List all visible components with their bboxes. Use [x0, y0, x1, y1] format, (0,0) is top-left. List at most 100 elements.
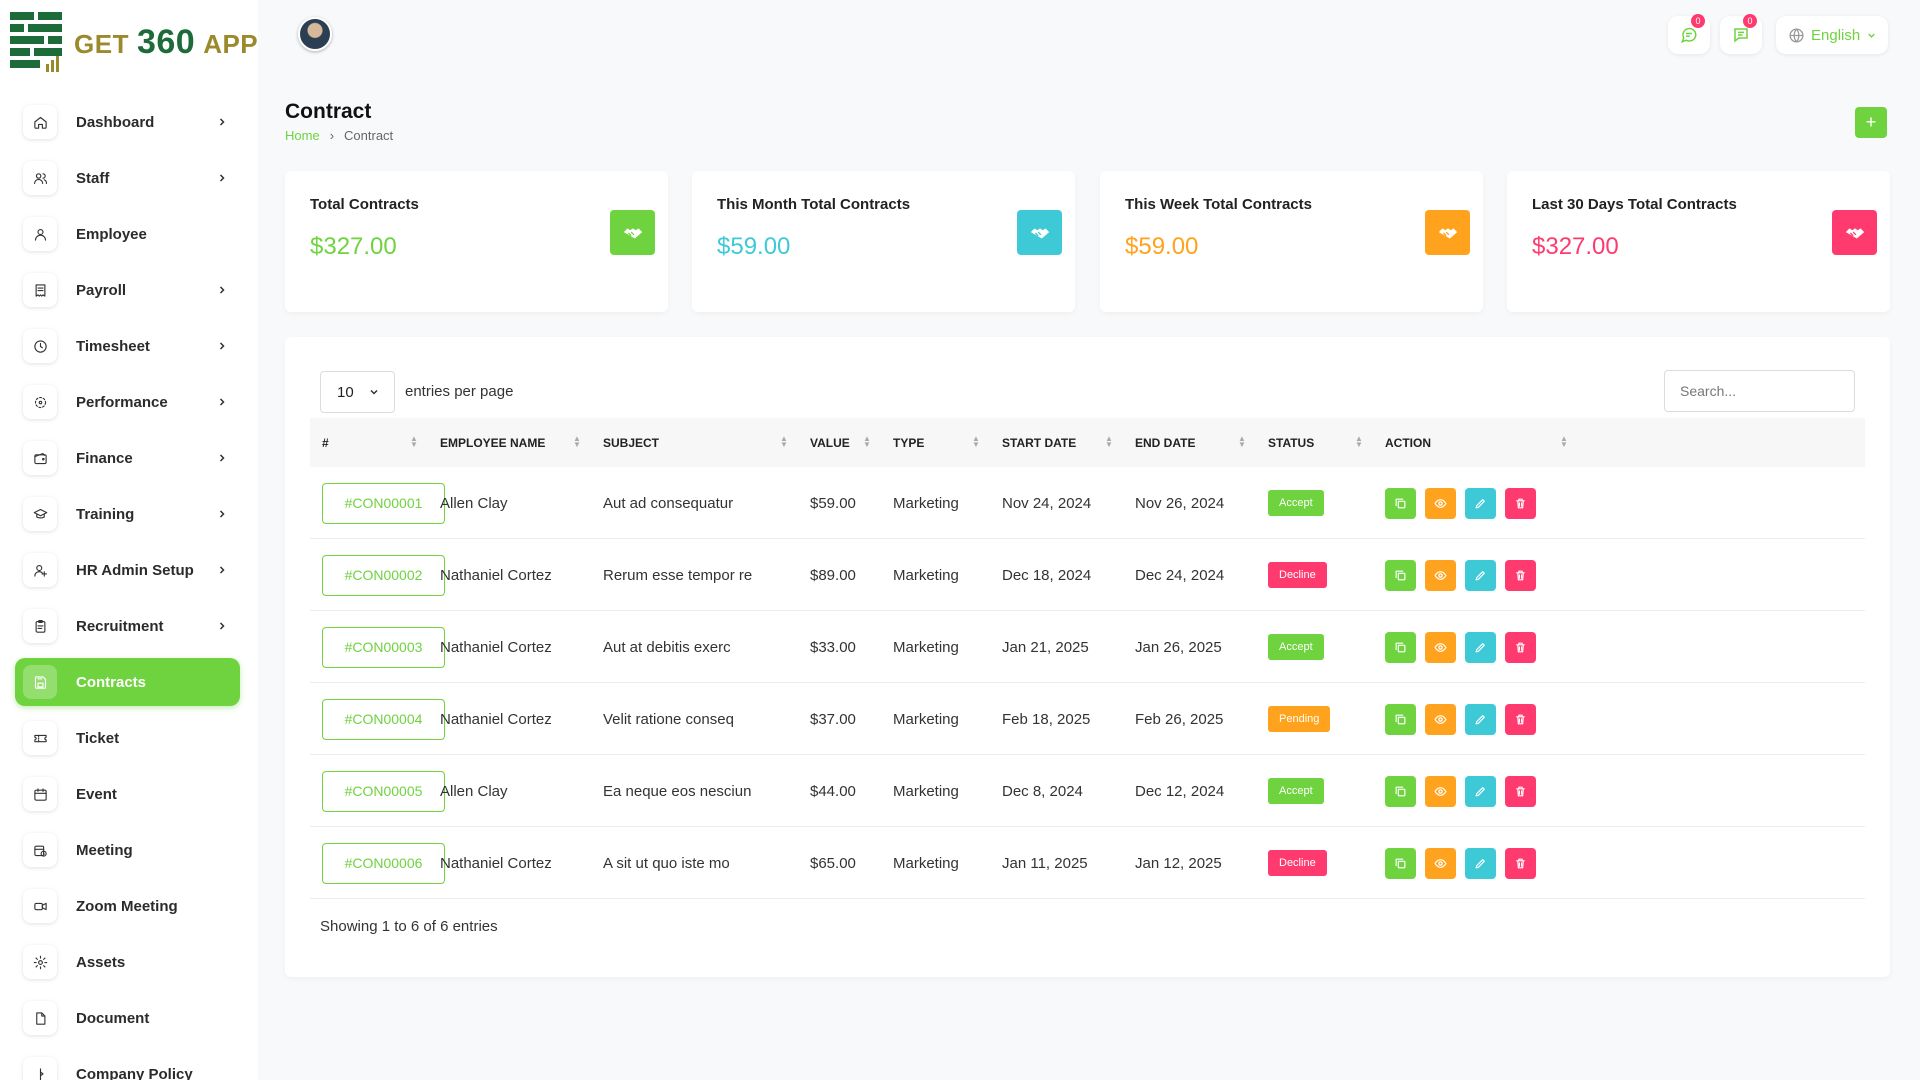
- sidebar-item-timesheet[interactable]: Timesheet: [15, 322, 240, 370]
- delete-button[interactable]: [1505, 631, 1536, 663]
- sidebar-item-label: Ticket: [76, 729, 120, 747]
- delete-button[interactable]: [1505, 703, 1536, 735]
- sidebar-item-finance[interactable]: Finance: [15, 434, 240, 482]
- sort-icon[interactable]: ▲ ▼: [1238, 434, 1246, 449]
- sidebar-item-event[interactable]: Event: [15, 770, 240, 818]
- sidebar-item-ticket[interactable]: Ticket: [15, 714, 240, 762]
- eye-icon: [1434, 786, 1447, 796]
- user-avatar[interactable]: [298, 17, 332, 51]
- delete-button[interactable]: [1505, 559, 1536, 591]
- breadcrumb-home-link[interactable]: Home: [285, 128, 320, 143]
- add-contract-button[interactable]: +: [1855, 107, 1887, 138]
- sidebar-item-assets[interactable]: Assets: [15, 938, 240, 986]
- language-selector[interactable]: English: [1776, 16, 1888, 54]
- sidebar-item-company-policy[interactable]: Company Policy: [15, 1050, 240, 1080]
- column-header[interactable]: EMPLOYEE NAME: [440, 435, 546, 450]
- pencil-icon: [1475, 858, 1485, 868]
- sort-icon[interactable]: ▲ ▼: [1355, 434, 1363, 449]
- column-header[interactable]: SUBJECT: [603, 435, 660, 450]
- duplicate-button[interactable]: [1385, 847, 1416, 879]
- search-input[interactable]: [1664, 370, 1855, 412]
- user-plus-icon: [33, 564, 47, 577]
- sidebar-item-recruitment[interactable]: Recruitment: [15, 602, 240, 650]
- contract-id-button[interactable]: #CON00005: [322, 770, 445, 812]
- employee-name-cell: Nathaniel Cortez: [440, 710, 552, 728]
- sidebar-item-performance[interactable]: Performance: [15, 378, 240, 426]
- edit-button[interactable]: [1465, 631, 1496, 663]
- view-button[interactable]: [1425, 487, 1456, 519]
- sidebar-icon-wrap: [23, 273, 57, 307]
- duplicate-button[interactable]: [1385, 703, 1416, 735]
- sort-icon[interactable]: ▲ ▼: [573, 434, 581, 449]
- column-header[interactable]: STATUS: [1268, 435, 1315, 450]
- contract-id-button[interactable]: #CON00006: [322, 842, 445, 884]
- copy-icon: [1395, 858, 1406, 868]
- duplicate-button[interactable]: [1385, 559, 1416, 591]
- sort-icon[interactable]: ▲ ▼: [863, 434, 871, 449]
- trash-icon: [1516, 570, 1525, 580]
- status-badge: Pending: [1268, 706, 1331, 732]
- view-button[interactable]: [1425, 847, 1456, 879]
- messages-button[interactable]: 0: [1668, 14, 1710, 54]
- sidebar-item-training[interactable]: Training: [15, 490, 240, 538]
- column-header[interactable]: TYPE: [893, 435, 925, 450]
- duplicate-button[interactable]: [1385, 631, 1416, 663]
- column-header[interactable]: ACTION: [1385, 435, 1431, 450]
- column-header[interactable]: VALUE: [810, 435, 850, 450]
- view-button[interactable]: [1425, 559, 1456, 591]
- sidebar-item-document[interactable]: Document: [15, 994, 240, 1042]
- sort-icon[interactable]: ▲ ▼: [1560, 434, 1568, 449]
- sort-icon[interactable]: ▲ ▼: [410, 434, 418, 449]
- delete-button[interactable]: [1505, 847, 1536, 879]
- language-label: English: [1811, 26, 1861, 44]
- sidebar-item-zoom-meeting[interactable]: Zoom Meeting: [15, 882, 240, 930]
- chat-button[interactable]: 0: [1720, 14, 1762, 54]
- eye-icon: [1434, 858, 1447, 868]
- delete-button[interactable]: [1505, 487, 1536, 519]
- edit-button[interactable]: [1465, 775, 1496, 807]
- end-date-cell: Dec 12, 2024: [1135, 782, 1225, 800]
- sidebar-item-hr-admin-setup[interactable]: HR Admin Setup: [15, 546, 240, 594]
- sort-icon[interactable]: ▲ ▼: [1105, 434, 1113, 449]
- sidebar-item-employee[interactable]: Employee: [15, 210, 240, 258]
- app-logo[interactable]: GET 360 APP: [8, 10, 258, 74]
- sort-icon[interactable]: ▲ ▼: [780, 434, 788, 449]
- edit-button[interactable]: [1465, 703, 1496, 735]
- edit-button[interactable]: [1465, 487, 1496, 519]
- sidebar-item-payroll[interactable]: Payroll: [15, 266, 240, 314]
- sidebar-item-staff[interactable]: Staff: [15, 154, 240, 202]
- duplicate-button[interactable]: [1385, 487, 1416, 519]
- chevron-down-icon: [1868, 33, 1875, 38]
- sidebar-nav: Dashboard Staff Employee Payroll Timesheet Pe…: [15, 98, 240, 1080]
- sidebar-item-label: Finance: [76, 449, 133, 467]
- action-cell: [1385, 611, 1545, 683]
- sidebar-item-contracts[interactable]: Contracts: [15, 658, 240, 706]
- sidebar-item-label: Timesheet: [76, 337, 150, 355]
- sidebar-item-meeting[interactable]: Meeting: [15, 826, 240, 874]
- sidebar-item-dashboard[interactable]: Dashboard: [15, 98, 240, 146]
- contract-id-button[interactable]: #CON00002: [322, 554, 445, 596]
- edit-button[interactable]: [1465, 559, 1496, 591]
- delete-button[interactable]: [1505, 775, 1536, 807]
- type-cell: Marketing: [893, 782, 959, 800]
- entries-per-page-value: 10: [337, 383, 354, 401]
- value-cell: $65.00: [810, 854, 856, 872]
- copy-icon: [1395, 714, 1406, 724]
- sort-icon[interactable]: ▲ ▼: [972, 434, 980, 449]
- entries-per-page-select[interactable]: 10: [320, 371, 395, 413]
- column-header[interactable]: #: [322, 435, 329, 450]
- contract-id-button[interactable]: #CON00003: [322, 626, 445, 668]
- type-cell: Marketing: [893, 710, 959, 728]
- stat-card-icon-box: [610, 210, 655, 255]
- view-button[interactable]: [1425, 631, 1456, 663]
- column-header[interactable]: END DATE: [1135, 435, 1196, 450]
- contract-id-cell: #CON00005: [322, 755, 445, 827]
- duplicate-button[interactable]: [1385, 775, 1416, 807]
- column-header[interactable]: START DATE: [1002, 435, 1077, 450]
- view-button[interactable]: [1425, 775, 1456, 807]
- edit-button[interactable]: [1465, 847, 1496, 879]
- contract-id-button[interactable]: #CON00001: [322, 482, 445, 524]
- contract-id-button[interactable]: #CON00004: [322, 698, 445, 740]
- sidebar-icon-wrap: [23, 889, 57, 923]
- view-button[interactable]: [1425, 703, 1456, 735]
